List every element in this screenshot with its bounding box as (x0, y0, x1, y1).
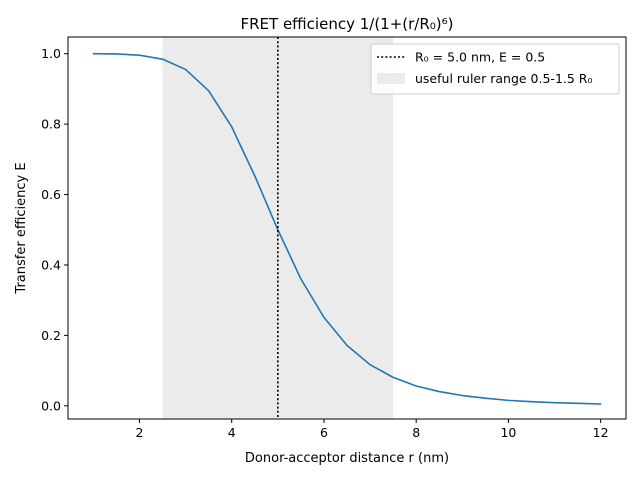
plot-frame (67, 36, 627, 420)
y-tick-label: 0.4 (41, 257, 61, 272)
x-tick-label: 12 (593, 425, 609, 440)
chart-title: FRET efficiency 1/(1+(r/R₀)⁶) (240, 15, 453, 33)
efficiency-curve (92, 52, 602, 405)
x-tick-label: 10 (500, 425, 516, 440)
legend-box (370, 43, 620, 95)
x-tick-label: 8 (412, 425, 420, 440)
x-tick-label: 4 (228, 425, 236, 440)
legend-span-swatch (377, 73, 405, 84)
legend-entry-r0: R₀ = 5.0 nm, E = 0.5 (415, 50, 545, 65)
y-tick-label: 0.6 (41, 187, 61, 202)
x-tick-label: 6 (320, 425, 328, 440)
x-tick-label: 2 (136, 425, 144, 440)
y-axis-label: Transfer efficiency E (14, 162, 29, 294)
y-tick-label: 0.2 (41, 328, 61, 343)
y-tick-label: 0.8 (41, 117, 61, 132)
x-axis-label: Donor-acceptor distance r (nm) (245, 451, 449, 466)
legend-entry-ruler-range: useful ruler range 0.5-1.5 R₀ (415, 71, 593, 86)
y-tick-label: 0.0 (41, 398, 61, 413)
y-tick-label: 1.0 (41, 46, 61, 61)
legend: R₀ = 5.0 nm, E = 0.5 useful ruler range … (370, 43, 620, 95)
